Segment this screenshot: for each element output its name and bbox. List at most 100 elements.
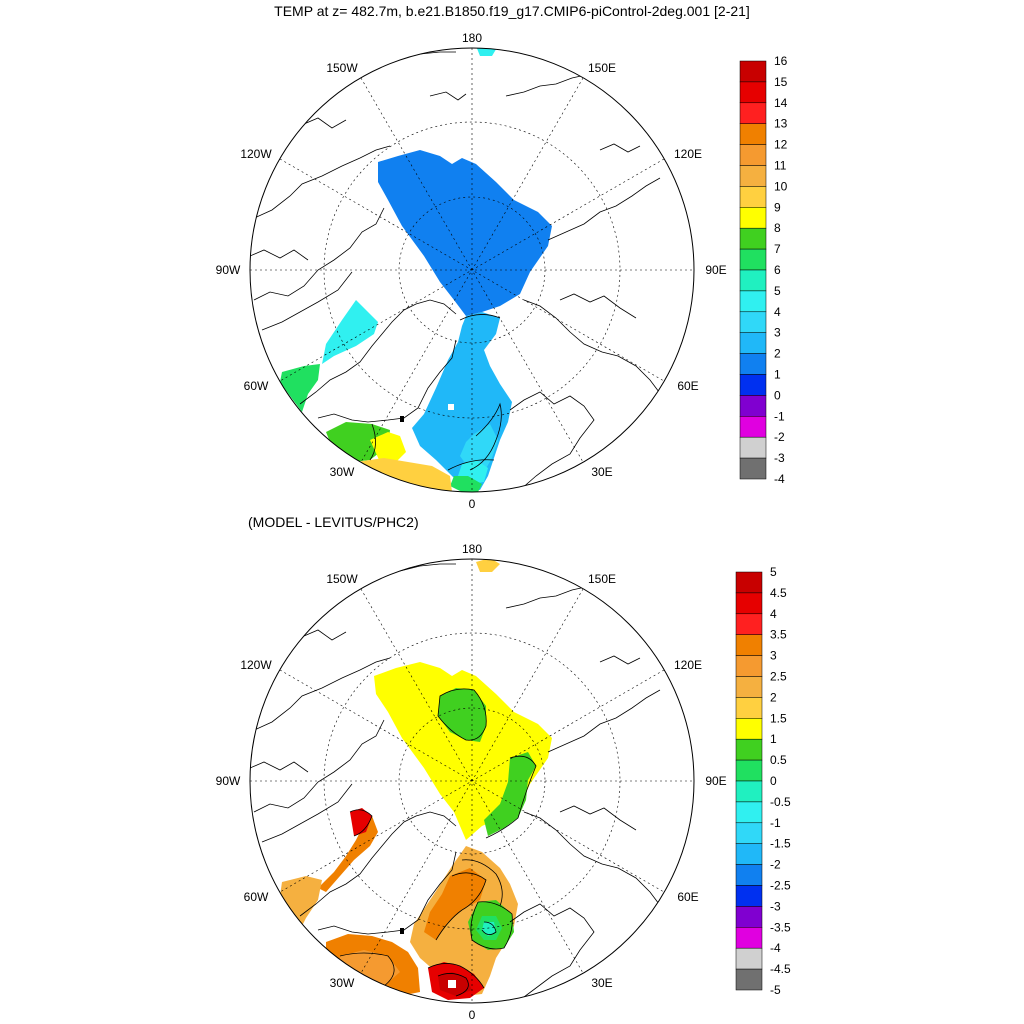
colorbar-tick-label: 7 <box>774 242 781 256</box>
lon-label-30e: 30E <box>591 465 612 479</box>
lon-label-60w: 60W <box>244 890 269 904</box>
colorbar-tick-label: 11 <box>774 159 787 173</box>
lon-label-180: 180 <box>462 31 482 45</box>
colorbar-tick-label: 16 <box>774 54 788 68</box>
small-box-island <box>448 404 454 410</box>
colorbar-tick-label: -2 <box>774 430 785 444</box>
iceland-warm-fill <box>370 432 406 462</box>
arctic-basin-fill <box>378 150 552 316</box>
colorbar-tick-label: 4 <box>774 305 781 319</box>
longitude-labels: 180 0 90W 90E 150W 120W 150E 120E 60W 30… <box>216 31 727 511</box>
longitude-labels: 180 0 90W 90E 150W 120W 150E 120E 60W 30… <box>216 542 727 1022</box>
colorbar-swatch <box>739 123 767 145</box>
colorbar-swatch <box>739 207 767 229</box>
colorbar-tick-label: 13 <box>774 117 788 131</box>
colorbar-tick-label: 4 <box>770 607 777 621</box>
temperature-field <box>250 48 687 492</box>
nordic-seas-fill <box>412 312 512 490</box>
jan-mayen-marker <box>400 416 404 422</box>
lon-label-90w: 90W <box>216 263 241 277</box>
colorbar-tick-label: 3 <box>770 649 777 663</box>
colorbar-swatch <box>735 655 763 677</box>
contour-line <box>369 423 376 461</box>
graticule <box>250 48 694 492</box>
colorbar-tick-label: -0.5 <box>770 795 791 809</box>
colorbar-tick-label: 0 <box>774 388 781 402</box>
contour-lines <box>339 688 537 997</box>
lon-label-0: 0 <box>469 497 476 511</box>
colorbar-swatch <box>735 885 763 907</box>
contour-line <box>459 314 501 321</box>
colorbar-swatch <box>735 718 763 740</box>
colorbar-swatch <box>735 947 763 970</box>
baffin-bay-fill <box>318 816 378 892</box>
graticule <box>250 559 694 1003</box>
colorbar-tick-label: 1.5 <box>770 711 787 725</box>
atlantic-warm-fill <box>356 458 452 492</box>
difference-map: 180 0 90W 90E 150W 120W 150E 120E 60W 30… <box>216 542 727 1022</box>
colorbar-tick-label: -1 <box>770 816 781 830</box>
colorbar-swatch <box>735 927 763 949</box>
colorbar-swatch <box>735 697 763 719</box>
colorbar-tick-label: 8 <box>774 221 781 235</box>
colorbar-swatch <box>735 843 763 865</box>
labrador-sea-fill <box>280 364 320 412</box>
colorbar-tick-label: 6 <box>774 263 781 277</box>
lon-label-30w: 30W <box>330 976 355 990</box>
nordic-seas-fill <box>410 846 518 996</box>
norwegian-inflow-fill <box>450 476 482 492</box>
colorbar-swatch <box>735 864 763 886</box>
colorbar-swatch <box>739 395 767 417</box>
colorbar-tick-label: 4.5 <box>770 586 787 600</box>
colorbar-swatch <box>739 102 767 124</box>
lon-label-90w: 90W <box>216 774 241 788</box>
colorbar-tick-label: 0 <box>770 774 777 788</box>
contour-line <box>469 402 502 471</box>
colorbar-tick-label: 2 <box>770 690 777 704</box>
colorbar-swatch <box>739 227 767 250</box>
colorbar-tick-label: 10 <box>774 179 788 193</box>
labrador-sea-fill <box>280 876 322 934</box>
colorbar-tick-label: -3.5 <box>770 920 791 934</box>
lon-label-60e: 60E <box>677 379 698 393</box>
canada-basin-anomaly <box>438 688 486 742</box>
temperature-map: 180 0 90W 90E 150W 120W 150E 120E 60W 30… <box>216 31 727 511</box>
lon-label-90e: 90E <box>705 774 726 788</box>
lon-label-30e: 30E <box>591 976 612 990</box>
difference-field <box>250 559 687 1001</box>
nordic-seas-warm-band <box>424 868 486 940</box>
colorbar-tick-label: 5 <box>770 565 777 579</box>
colorbar-tick-label: -1 <box>774 409 785 423</box>
colorbar-swatch <box>739 248 767 271</box>
colorbar-swatch <box>739 186 767 208</box>
lon-label-60w: 60W <box>244 379 269 393</box>
colorbar-swatch <box>735 634 763 656</box>
colorbar-tick-label: 15 <box>774 75 788 89</box>
colorbar-tick-label: -4.5 <box>770 962 791 976</box>
map-boundary <box>249 558 695 1004</box>
baffin-bay-fill <box>322 300 378 364</box>
lon-label-150w: 150W <box>326 572 358 586</box>
colorbar-tick-label: 1 <box>774 368 781 382</box>
lon-label-150e: 150E <box>588 572 616 586</box>
colorbar-swatch <box>735 738 763 761</box>
colorbar-swatch <box>735 759 763 782</box>
colorbar-swatch <box>739 81 767 104</box>
lon-label-120w: 120W <box>240 147 272 161</box>
colorbar-swatch <box>739 269 767 292</box>
colorbar-swatch <box>739 60 767 83</box>
colorbar-tick-label: 5 <box>774 284 781 298</box>
lon-label-30w: 30W <box>330 465 355 479</box>
colorbar-tick-label: 3 <box>774 326 781 340</box>
colorbar-tick-label: 2 <box>774 347 781 361</box>
colorbar-swatch <box>739 374 767 396</box>
colorbar-swatch <box>735 571 763 594</box>
lon-label-60e: 60E <box>677 890 698 904</box>
colorbar-tick-label: 2.5 <box>770 670 787 684</box>
lon-label-120w: 120W <box>240 658 272 672</box>
colorbar-swatch <box>739 290 767 313</box>
coastlines <box>250 563 687 1001</box>
colorbar-swatch <box>735 592 763 615</box>
